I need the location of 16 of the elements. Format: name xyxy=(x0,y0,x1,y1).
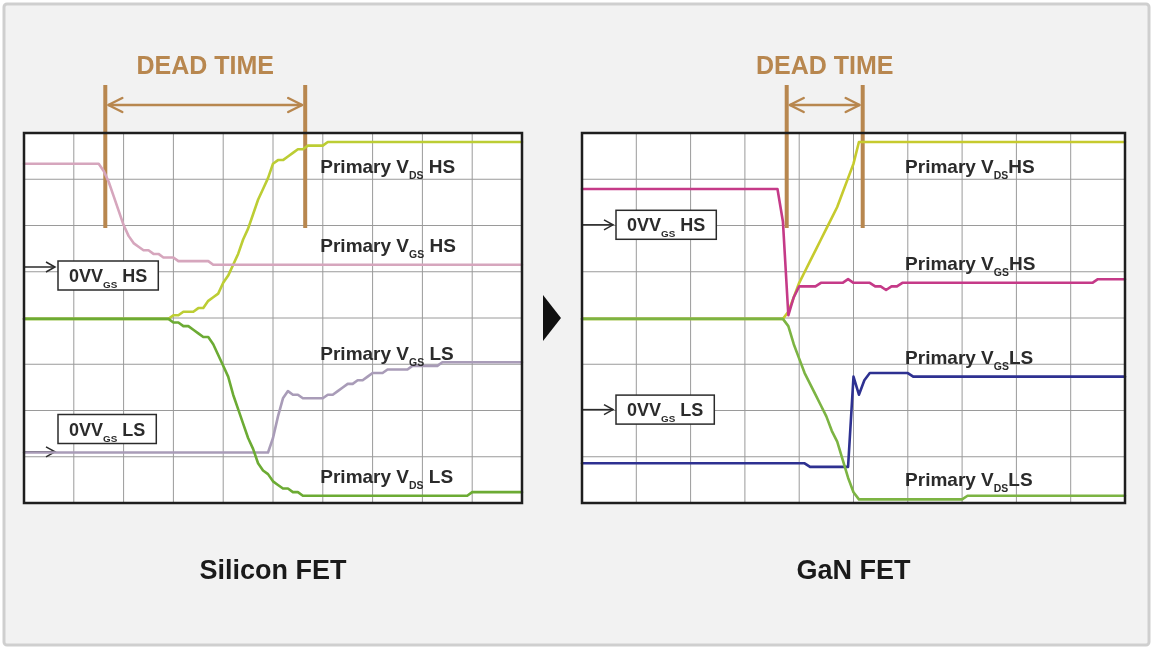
annotation: 0VV$_{GS}$ HS xyxy=(627,215,706,239)
text: GaN FET xyxy=(796,555,912,585)
text: Silicon FET xyxy=(199,555,348,585)
series-label: Primary V$_{DS}$LS xyxy=(905,469,1033,494)
series-label: Primary V$_{GS}$ HS xyxy=(320,234,456,260)
series-label: Primary V$_{DS}$HS xyxy=(905,156,1035,181)
text: DEAD TIME xyxy=(136,51,274,79)
annotation: 0VV$_{GS}$ LS xyxy=(627,400,704,424)
annotation: 0VV$_{GS}$ LS xyxy=(69,419,146,443)
series-label: Primary V$_{GS}$ LS xyxy=(320,343,454,368)
series-label: Primary V$_{DS}$ LS xyxy=(320,465,454,491)
series-label: Primary V$_{DS}$ HS xyxy=(320,156,456,181)
annotation: 0VV$_{GS}$ HS xyxy=(69,266,148,290)
series-label: Primary V$_{GS}$HS xyxy=(905,252,1036,278)
series-label: Primary V$_{GS}$LS xyxy=(905,346,1034,372)
text: DEAD TIME xyxy=(755,51,894,79)
